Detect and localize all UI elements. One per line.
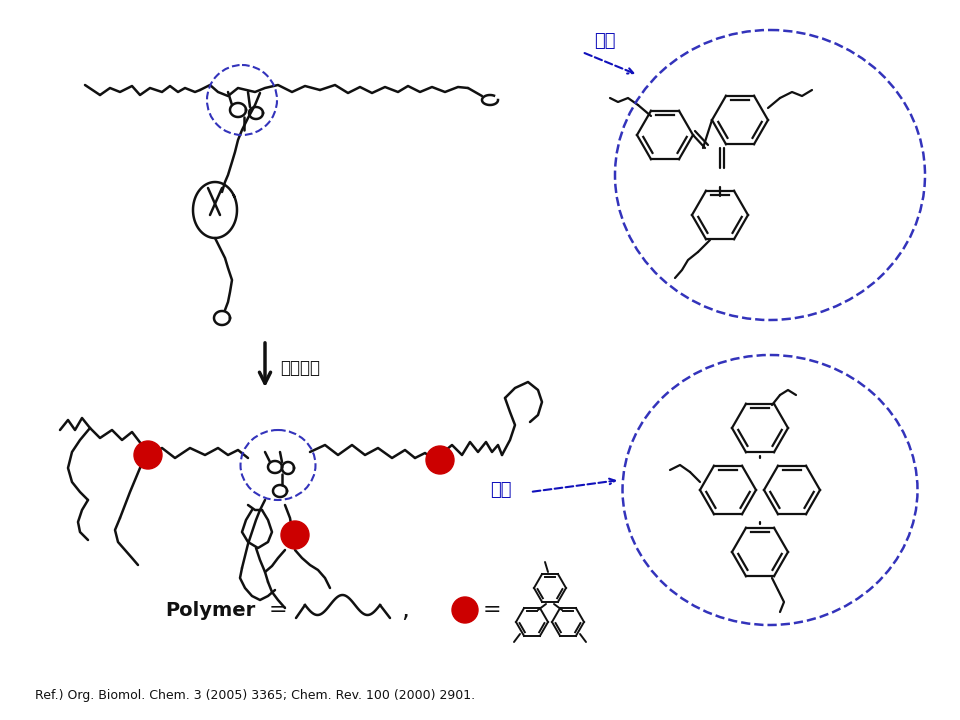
Text: 확대: 확대 <box>594 32 615 50</box>
Text: =: = <box>483 600 501 620</box>
Circle shape <box>426 446 454 474</box>
Circle shape <box>134 441 162 469</box>
Text: 가교반응: 가교반응 <box>280 359 320 377</box>
Text: Ref.) Org. Biomol. Chem. 3 (2005) 3365; Chem. Rev. 100 (2000) 2901.: Ref.) Org. Biomol. Chem. 3 (2005) 3365; … <box>35 688 475 701</box>
Text: ,: , <box>401 598 409 622</box>
Text: =: = <box>269 600 287 620</box>
Circle shape <box>452 597 478 623</box>
Circle shape <box>281 521 309 549</box>
Text: 확대: 확대 <box>490 481 512 499</box>
Text: Polymer: Polymer <box>165 600 255 619</box>
